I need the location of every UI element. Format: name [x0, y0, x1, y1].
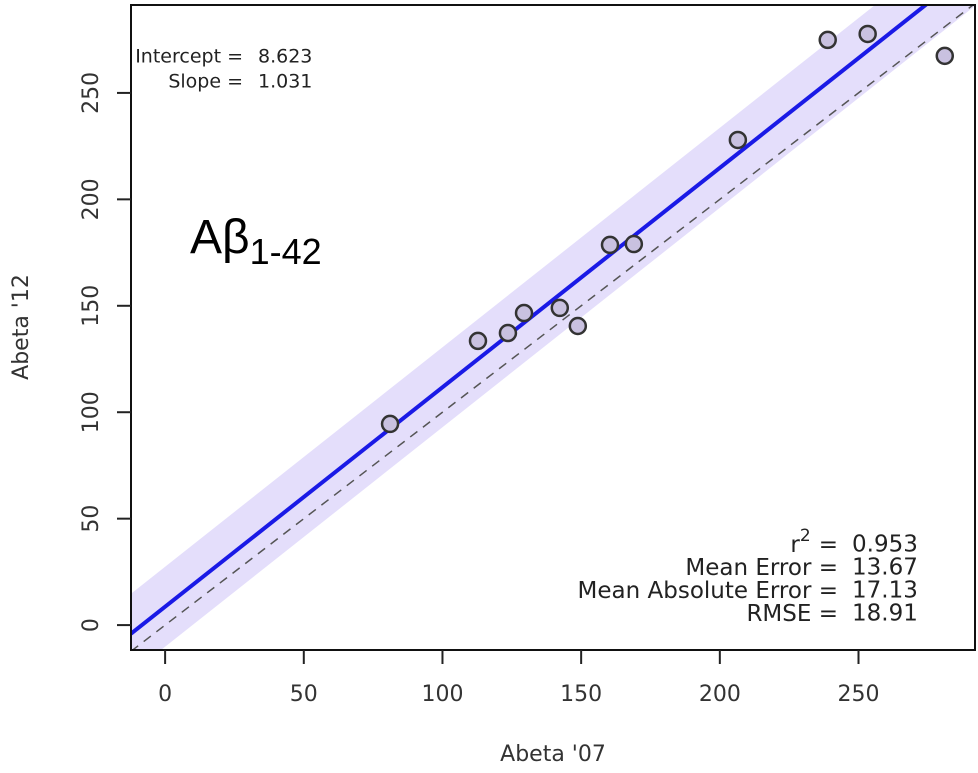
stat-value: 18.91	[852, 601, 918, 627]
fit-line	[131, 5, 929, 636]
plot-frame	[130, 4, 976, 651]
point	[600, 235, 620, 255]
point	[550, 298, 570, 318]
stat-label: Mean Error =	[685, 555, 838, 581]
stat-label: r2 =	[790, 526, 838, 558]
x-axis-label: Abeta '07	[500, 742, 606, 767]
point	[380, 414, 400, 434]
y-tick-label: 0	[79, 618, 104, 632]
point	[728, 130, 748, 150]
slope-value: 1.031	[258, 71, 312, 93]
point	[935, 46, 955, 66]
stat-value: 0.953	[852, 532, 918, 558]
y-tick-label: 50	[79, 505, 104, 533]
identity-line	[131, 5, 975, 650]
point	[468, 331, 488, 351]
annotation-main: Aβ	[190, 211, 250, 264]
stat-value: 13.67	[852, 555, 918, 581]
intercept-value: 8.623	[258, 46, 312, 68]
stat-label: Mean Absolute Error =	[578, 578, 838, 604]
point	[514, 303, 534, 323]
y-tick-label: 100	[79, 391, 104, 433]
stat-name: Mean Error =	[685, 555, 838, 581]
stat-name: Mean Absolute Error =	[578, 578, 838, 604]
plot-area: Intercept = 8.623 Slope = 1.031	[131, 5, 975, 650]
y-axis-label: Abeta '12	[9, 274, 34, 380]
slope-label: Slope =	[168, 71, 243, 93]
annotation-sub: 1-42	[250, 231, 322, 272]
point	[568, 316, 588, 336]
annotation: Aβ1-42	[190, 211, 322, 272]
stat-suffix: =	[819, 532, 838, 558]
x-tick-label: 0	[158, 682, 172, 707]
point	[818, 30, 837, 50]
x-tick-label: 200	[699, 682, 741, 707]
y-tick-label: 150	[79, 285, 104, 327]
stat-label: RMSE =	[746, 601, 838, 627]
intercept-label: Intercept =	[135, 46, 243, 68]
x-tick-label: 250	[838, 682, 880, 707]
x-tick-label: 50	[290, 682, 318, 707]
x-tick-label: 100	[421, 682, 463, 707]
point	[498, 323, 518, 343]
point	[858, 24, 877, 44]
stat-value: 17.13	[852, 578, 918, 604]
y-tick-label: 200	[79, 178, 104, 220]
y-tick-label: 250	[79, 72, 104, 114]
x-tick-label: 150	[560, 682, 602, 707]
stat-sup: 2	[800, 526, 811, 546]
stat-name: r	[790, 532, 800, 558]
point	[624, 234, 644, 254]
stat-name: RMSE =	[746, 601, 838, 627]
